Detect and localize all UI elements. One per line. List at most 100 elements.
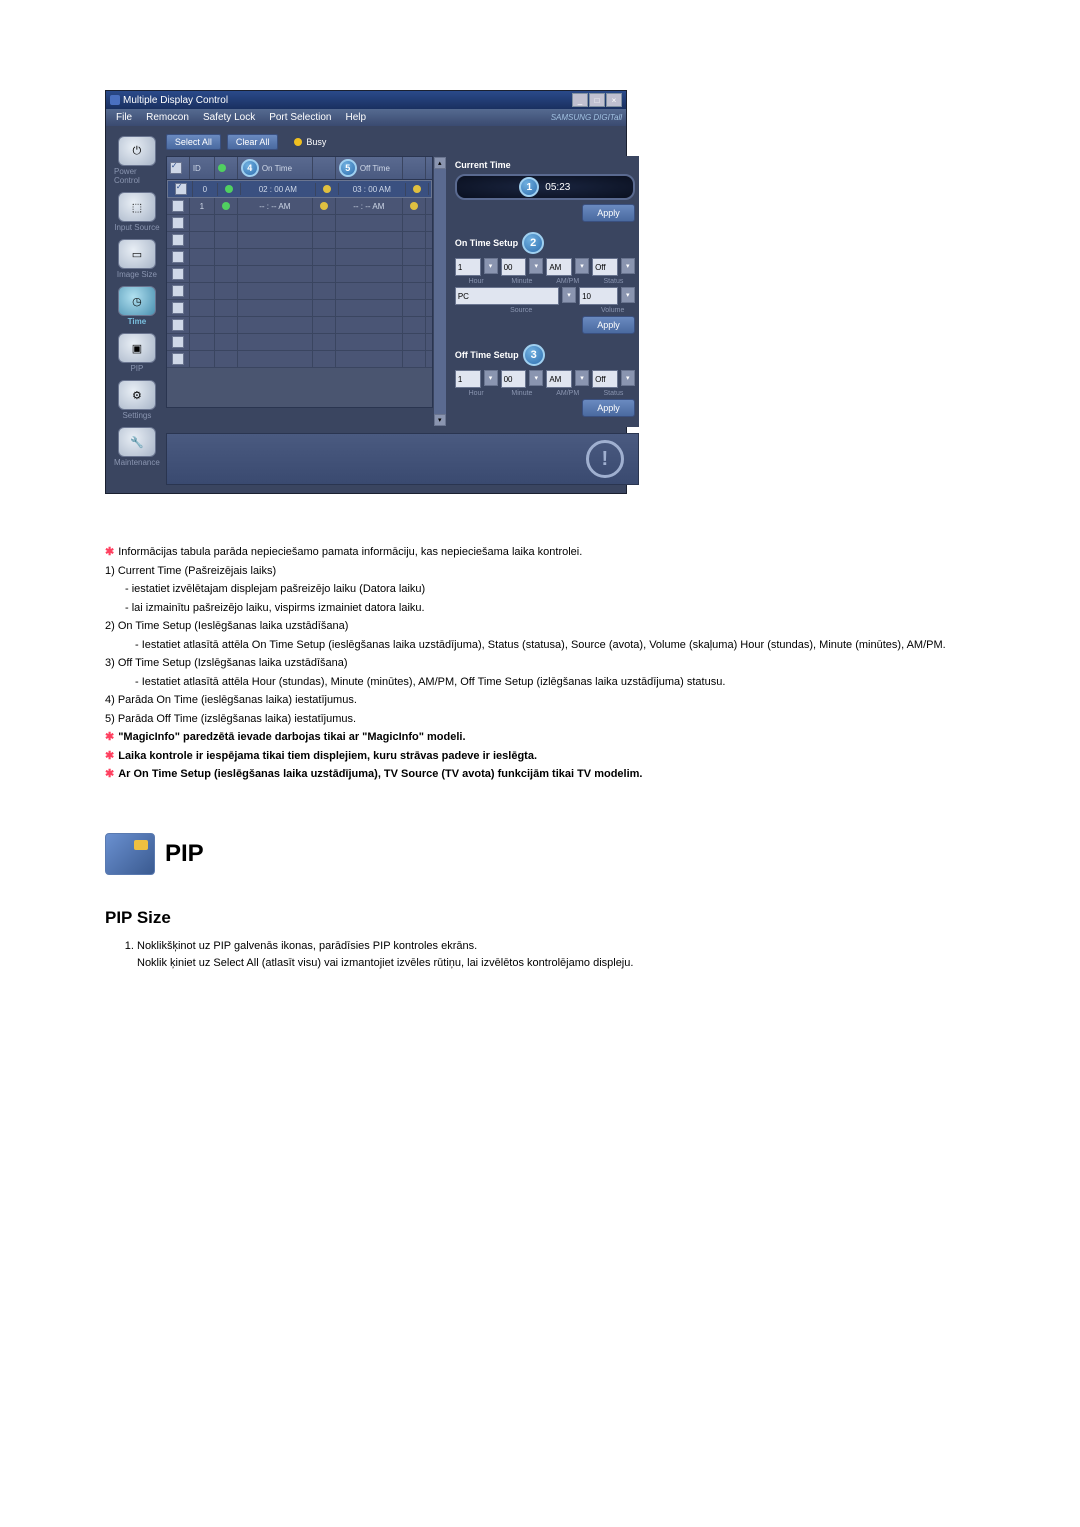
row-checkbox[interactable] [172, 217, 184, 229]
row-checkbox[interactable] [172, 302, 184, 314]
pip-section-icon [105, 833, 155, 875]
pip-size-heading: PIP Size [105, 905, 975, 931]
status-dot-icon [413, 185, 421, 193]
menu-file[interactable]: File [110, 111, 138, 124]
row-checkbox[interactable] [172, 234, 184, 246]
dropdown-icon[interactable]: ▾ [529, 370, 543, 386]
imagesize-icon: ▭ [118, 239, 156, 269]
header-checkbox[interactable] [170, 162, 182, 174]
dropdown-icon[interactable]: ▾ [575, 370, 589, 386]
dropdown-icon[interactable]: ▾ [484, 370, 498, 386]
table-row[interactable] [167, 283, 432, 300]
on-status-select[interactable]: Off [592, 258, 618, 276]
off-status-select[interactable]: Off [592, 370, 618, 388]
sidebar-item-maintenance[interactable]: 🔧Maintenance [114, 425, 160, 469]
star-icon: ✱ [105, 750, 114, 762]
sidebar-item-settings[interactable]: ⚙Settings [114, 378, 160, 422]
off-minute-select[interactable]: 00 [501, 370, 527, 388]
on-volume-select[interactable]: 10 [579, 287, 618, 305]
busy-icon [294, 138, 302, 146]
status-dot-icon [225, 185, 233, 193]
off-hour-select[interactable]: 1 [455, 370, 481, 388]
table-row[interactable] [167, 266, 432, 283]
document-text: ✱Informācijas tabula parāda nepieciešamo… [105, 544, 975, 971]
busy-indicator: Busy [294, 137, 326, 147]
row-checkbox[interactable] [172, 336, 184, 348]
dropdown-icon[interactable]: ▾ [621, 287, 635, 303]
current-time-clock: 105:23 [455, 174, 635, 200]
app-icon [110, 95, 120, 105]
dropdown-icon[interactable]: ▾ [621, 370, 635, 386]
select-all-button[interactable]: Select All [166, 134, 221, 150]
table-row[interactable] [167, 317, 432, 334]
pip-heading: PIP [165, 836, 204, 872]
table-row[interactable]: 002 : 00 AM03 : 00 AM [167, 180, 432, 198]
settings-icon: ⚙ [118, 380, 156, 410]
app-title: Multiple Display Control [123, 95, 228, 106]
sidebar-item-power[interactable]: ⏻Power Control [114, 134, 160, 187]
row-checkbox[interactable] [172, 200, 184, 212]
maximize-button[interactable]: □ [589, 93, 605, 107]
dropdown-icon[interactable]: ▾ [529, 258, 543, 274]
clear-all-button[interactable]: Clear All [227, 134, 279, 150]
input-icon: ⬚ [118, 192, 156, 222]
col-ontime: 4On Time [238, 157, 313, 179]
row-checkbox[interactable] [172, 353, 184, 365]
dropdown-icon[interactable]: ▾ [562, 287, 576, 303]
apply-off-time-button[interactable]: Apply [582, 399, 635, 417]
table-row[interactable] [167, 334, 432, 351]
menubar: File Remocon Safety Lock Port Selection … [106, 109, 626, 126]
row-checkbox[interactable] [172, 285, 184, 297]
table-row[interactable] [167, 300, 432, 317]
sidebar-item-imagesize[interactable]: ▭Image Size [114, 237, 160, 281]
scroll-up-button[interactable]: ▴ [434, 157, 446, 169]
row-checkbox[interactable] [172, 268, 184, 280]
table-row[interactable] [167, 215, 432, 232]
minimize-button[interactable]: _ [572, 93, 588, 107]
info-icon: ! [586, 440, 624, 478]
on-time-setup-label: On Time Setup [455, 238, 518, 248]
close-button[interactable]: × [606, 93, 622, 107]
status-dot-icon [320, 202, 328, 210]
table-row[interactable] [167, 351, 432, 368]
apply-current-time-button[interactable]: Apply [582, 204, 635, 222]
on-hour-select[interactable]: 1 [455, 258, 481, 276]
menu-portselection[interactable]: Port Selection [263, 111, 337, 124]
sidebar-item-input[interactable]: ⬚Input Source [114, 190, 160, 234]
menu-safetylock[interactable]: Safety Lock [197, 111, 261, 124]
sidebar-item-time[interactable]: ◷Time [114, 284, 160, 328]
on-source-select[interactable]: PC [455, 287, 559, 305]
titlebar: Multiple Display Control _ □ × [106, 91, 626, 109]
apply-on-time-button[interactable]: Apply [582, 316, 635, 334]
table-row[interactable] [167, 232, 432, 249]
status-dot-icon [410, 202, 418, 210]
dropdown-icon[interactable]: ▾ [484, 258, 498, 274]
dropdown-icon[interactable]: ▾ [575, 258, 589, 274]
scroll-down-button[interactable]: ▾ [434, 414, 446, 426]
on-minute-select[interactable]: 00 [501, 258, 527, 276]
sidebar: ⏻Power Control ⬚Input Source ▭Image Size… [114, 134, 160, 485]
current-time-label: Current Time [455, 160, 635, 170]
table-row[interactable] [167, 249, 432, 266]
status-dot-icon [323, 185, 331, 193]
list-item: Noklikšķinot uz PIP galvenās ikonas, par… [137, 938, 975, 971]
info-bar: ! [166, 433, 639, 485]
row-checkbox[interactable] [172, 319, 184, 331]
off-ampm-select[interactable]: AM [546, 370, 572, 388]
display-grid: ID 4On Time 5Off Time 002 : 00 AM03 : 00… [166, 156, 433, 408]
row-checkbox[interactable] [175, 183, 187, 195]
power-icon: ⏻ [118, 136, 156, 166]
star-icon: ✱ [105, 546, 114, 558]
row-checkbox[interactable] [172, 251, 184, 263]
app-window: Multiple Display Control _ □ × File Remo… [105, 90, 627, 494]
menu-remocon[interactable]: Remocon [140, 111, 195, 124]
table-row[interactable]: 1-- : -- AM-- : -- AM [167, 198, 432, 215]
maintenance-icon: 🔧 [118, 427, 156, 457]
on-ampm-select[interactable]: AM [546, 258, 572, 276]
off-time-setup-label: Off Time Setup [455, 350, 519, 360]
grid-scrollbar[interactable]: ▴ ▾ [433, 156, 447, 427]
menu-help[interactable]: Help [339, 111, 372, 124]
dropdown-icon[interactable]: ▾ [621, 258, 635, 274]
time-icon: ◷ [118, 286, 156, 316]
sidebar-item-pip[interactable]: ▣PIP [114, 331, 160, 375]
